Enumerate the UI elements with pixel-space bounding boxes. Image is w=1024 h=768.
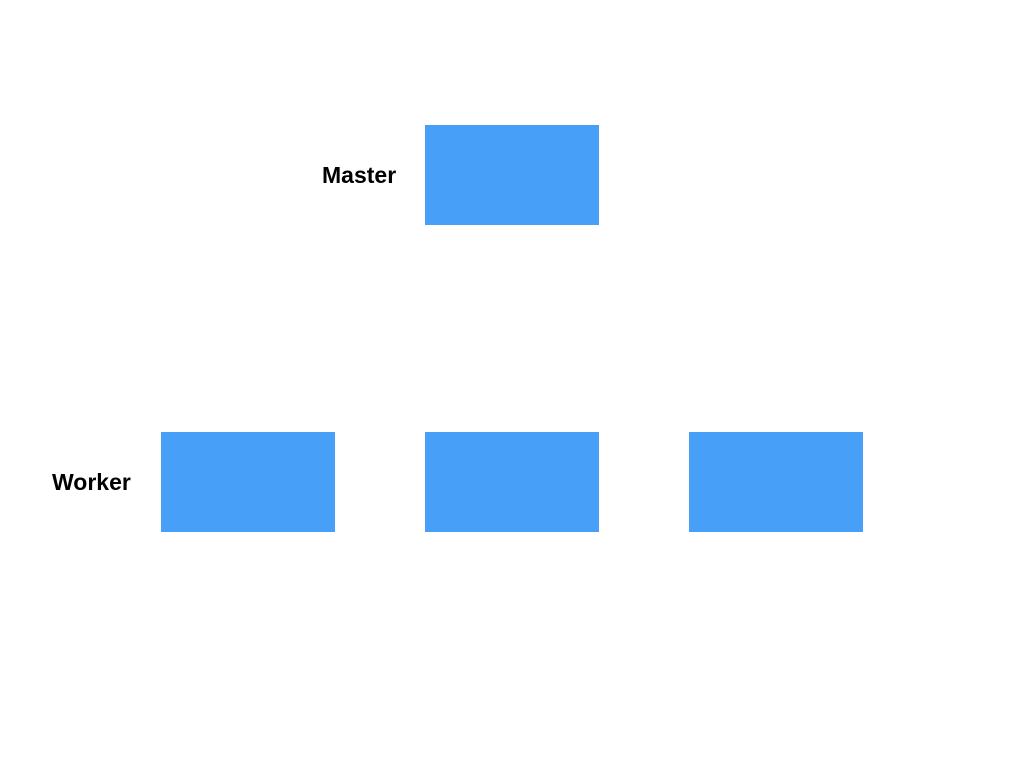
master-node	[425, 125, 599, 225]
worker-node-1	[161, 432, 335, 532]
worker-node-3	[689, 432, 863, 532]
worker-node-2	[425, 432, 599, 532]
master-label: Master	[322, 162, 397, 188]
worker-label: Worker	[52, 469, 131, 495]
